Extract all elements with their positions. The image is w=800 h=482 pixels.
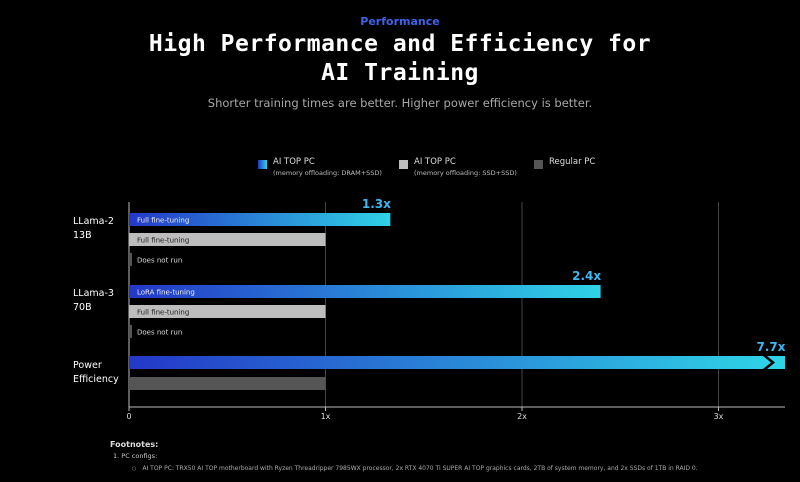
legend-sublabel: (memory offloading: DRAM+SSD) — [273, 169, 382, 177]
group-label: LLama-3 70B — [73, 288, 114, 313]
bar — [129, 233, 326, 246]
bar-callout: 1.3x — [362, 197, 391, 211]
legend-swatch — [399, 160, 408, 169]
bar-does-not-run — [129, 253, 132, 266]
footnotes-title: Footnotes: — [110, 440, 159, 449]
bar-label: Full fine-tuning — [137, 309, 189, 317]
legend-label: AI TOP PC — [273, 157, 315, 167]
performance-bar-chart: 0 1x 2x 3x LLama-2 13B Full fine-tuning 1.3x Ful… — [73, 197, 786, 421]
legend-swatch — [534, 160, 543, 169]
bar-label: Does not run — [137, 257, 182, 265]
group-label: LLama-2 13B — [73, 216, 114, 241]
chart-legend: AI TOP PC (memory offloading: DRAM+SSD) … — [0, 157, 800, 187]
bar — [129, 285, 601, 298]
page-title: High Performance and Efficiency for AI T… — [148, 31, 652, 86]
legend-label: AI TOP PC — [414, 157, 456, 167]
legend-sublabel: (memory offloading: SSD+SSD) — [414, 169, 517, 177]
bar-does-not-run — [129, 325, 132, 338]
x-tick-label: 1x — [321, 412, 331, 421]
bar-label: Full fine-tuning — [137, 217, 189, 225]
bar-label: Does not run — [137, 329, 182, 337]
x-tick-label: 0 — [126, 412, 131, 421]
bar-callout: 2.4x — [572, 269, 601, 283]
bar — [129, 377, 326, 390]
bar — [129, 305, 326, 318]
bar-label: LoRA fine-tuning — [137, 289, 195, 297]
bar-power-efficiency — [129, 356, 771, 369]
footnote-item: 1. PC configs: — [113, 452, 158, 460]
bar — [129, 213, 391, 226]
bar-callout: 7.7x — [757, 340, 786, 354]
legend-item-ai-top-dram: AI TOP PC (memory offloading: DRAM+SSD) — [258, 157, 382, 179]
legend-swatch — [258, 160, 267, 169]
footnotes: Footnotes: 1. PC configs: AI TOP PC: TRX… — [110, 440, 698, 472]
legend-item-regular: Regular PC — [534, 157, 595, 169]
legend-item-ai-top-ssd: AI TOP PC (memory offloading: SSD+SSD) — [399, 157, 517, 179]
legend-label: Regular PC — [549, 157, 596, 167]
footnote-subitem: AI TOP PC: TRX50 AI TOP motherboard with… — [132, 465, 697, 472]
page-subtitle: Shorter training times are better. Highe… — [207, 96, 593, 110]
x-tick-label: 2x — [517, 412, 527, 421]
section-eyebrow: Performance — [360, 15, 440, 28]
group-label: Power Efficiency — [73, 360, 119, 385]
x-tick-label: 3x — [714, 412, 724, 421]
bar-label: Full fine-tuning — [137, 237, 189, 245]
bar-break-arrow — [767, 356, 785, 369]
